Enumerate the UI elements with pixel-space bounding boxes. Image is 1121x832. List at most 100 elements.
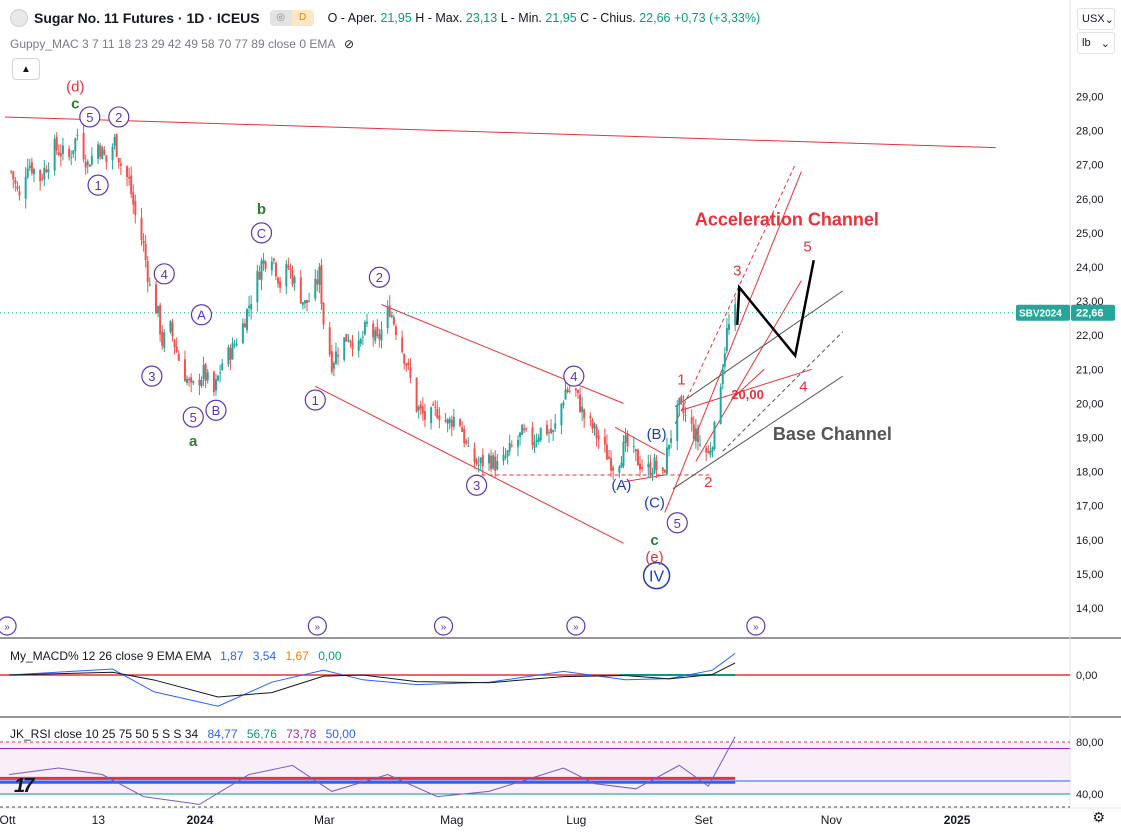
candle[interactable] bbox=[214, 373, 217, 396]
candle[interactable] bbox=[523, 423, 526, 433]
event-marker-icon[interactable]: » bbox=[746, 616, 766, 636]
candle[interactable] bbox=[256, 264, 259, 312]
candle[interactable] bbox=[328, 321, 331, 357]
candle[interactable] bbox=[533, 434, 536, 453]
candle[interactable] bbox=[374, 326, 377, 344]
candle[interactable] bbox=[610, 450, 613, 478]
candle[interactable] bbox=[593, 422, 596, 436]
candles[interactable] bbox=[10, 123, 737, 481]
candle[interactable] bbox=[655, 454, 658, 479]
candle[interactable] bbox=[363, 319, 366, 336]
candle[interactable] bbox=[361, 330, 364, 346]
candle[interactable] bbox=[421, 397, 424, 421]
candle[interactable] bbox=[111, 143, 114, 170]
candle[interactable] bbox=[250, 295, 253, 320]
candle[interactable] bbox=[279, 276, 282, 293]
candle[interactable] bbox=[229, 344, 232, 370]
rsi-legend[interactable]: JK_RSI close 10 25 75 50 5 S S 34 84,77 … bbox=[10, 727, 356, 741]
candle[interactable] bbox=[488, 452, 491, 472]
candle[interactable] bbox=[405, 362, 408, 372]
candle[interactable] bbox=[330, 344, 333, 375]
eye-off-icon[interactable]: ⊘ bbox=[344, 37, 355, 51]
candle[interactable] bbox=[303, 299, 306, 309]
candle[interactable] bbox=[595, 424, 598, 447]
trend-line[interactable] bbox=[681, 368, 812, 411]
candle[interactable] bbox=[183, 350, 186, 382]
candle[interactable] bbox=[378, 328, 381, 348]
candle[interactable] bbox=[521, 423, 524, 435]
candle[interactable] bbox=[99, 142, 102, 160]
candle[interactable] bbox=[30, 157, 33, 176]
candle[interactable] bbox=[632, 436, 635, 453]
candle[interactable] bbox=[146, 256, 149, 293]
candle[interactable] bbox=[603, 428, 606, 453]
candle[interactable] bbox=[545, 420, 548, 437]
candle[interactable] bbox=[721, 364, 724, 390]
candle[interactable] bbox=[719, 383, 722, 425]
candle[interactable] bbox=[163, 328, 166, 353]
candle[interactable] bbox=[264, 260, 267, 272]
candle[interactable] bbox=[70, 150, 73, 166]
candle[interactable] bbox=[26, 158, 29, 180]
candle[interactable] bbox=[97, 141, 100, 164]
gear-icon[interactable]: ⚙ bbox=[1092, 809, 1105, 825]
candle[interactable] bbox=[591, 417, 594, 434]
wave-label-purple[interactable]: 1 bbox=[304, 389, 326, 411]
candle[interactable] bbox=[663, 469, 666, 474]
candle[interactable] bbox=[709, 442, 712, 458]
candle[interactable] bbox=[403, 353, 406, 370]
candle[interactable] bbox=[494, 450, 497, 479]
wave-label-purple[interactable]: 1 bbox=[87, 174, 109, 196]
candle[interactable] bbox=[465, 438, 468, 445]
candle[interactable] bbox=[713, 420, 716, 451]
candle[interactable] bbox=[260, 258, 263, 291]
candle[interactable] bbox=[419, 400, 422, 415]
candle[interactable] bbox=[161, 325, 164, 350]
candle[interactable] bbox=[589, 412, 592, 427]
candle[interactable] bbox=[235, 338, 238, 347]
macd-legend[interactable]: My_MACD% 12 26 close 9 EMA EMA 1,87 3,54… bbox=[10, 649, 342, 663]
candle[interactable] bbox=[415, 377, 418, 413]
candle[interactable] bbox=[88, 164, 91, 168]
candle[interactable] bbox=[423, 403, 426, 427]
wave-label-purple[interactable]: 2 bbox=[368, 266, 390, 288]
candle[interactable] bbox=[308, 292, 311, 303]
candle[interactable] bbox=[101, 145, 104, 160]
candle[interactable] bbox=[624, 427, 627, 453]
candle[interactable] bbox=[690, 409, 693, 432]
candle[interactable] bbox=[607, 449, 610, 460]
candle[interactable] bbox=[622, 435, 625, 469]
candle[interactable] bbox=[12, 170, 15, 189]
candle[interactable] bbox=[649, 454, 652, 479]
candle[interactable] bbox=[274, 261, 277, 280]
trend-line[interactable] bbox=[695, 280, 802, 462]
candle[interactable] bbox=[392, 314, 395, 326]
candle[interactable] bbox=[233, 339, 236, 349]
candle[interactable] bbox=[492, 452, 495, 471]
candle[interactable] bbox=[177, 350, 180, 362]
candle[interactable] bbox=[262, 252, 265, 271]
candle[interactable] bbox=[639, 455, 642, 477]
candle[interactable] bbox=[452, 408, 455, 431]
trend-line[interactable] bbox=[4, 116, 996, 149]
candle[interactable] bbox=[539, 427, 542, 443]
candle[interactable] bbox=[407, 358, 410, 371]
candle[interactable] bbox=[670, 430, 673, 449]
candle[interactable] bbox=[665, 437, 668, 476]
symbol-title[interactable]: Sugar No. 11 Futures · 1D · ICEUS bbox=[34, 10, 260, 26]
candle[interactable] bbox=[694, 418, 697, 449]
candle[interactable] bbox=[653, 453, 656, 475]
candle[interactable] bbox=[320, 259, 323, 310]
candle[interactable] bbox=[53, 134, 56, 176]
candle[interactable] bbox=[55, 132, 58, 155]
candle[interactable] bbox=[463, 425, 466, 448]
candle[interactable] bbox=[217, 374, 220, 382]
candle[interactable] bbox=[347, 334, 350, 343]
candle[interactable] bbox=[562, 400, 565, 409]
candle[interactable] bbox=[661, 466, 664, 476]
candle[interactable] bbox=[192, 380, 195, 386]
candle[interactable] bbox=[581, 396, 584, 421]
candle[interactable] bbox=[696, 424, 699, 451]
candle[interactable] bbox=[682, 395, 685, 421]
candle[interactable] bbox=[337, 347, 340, 366]
